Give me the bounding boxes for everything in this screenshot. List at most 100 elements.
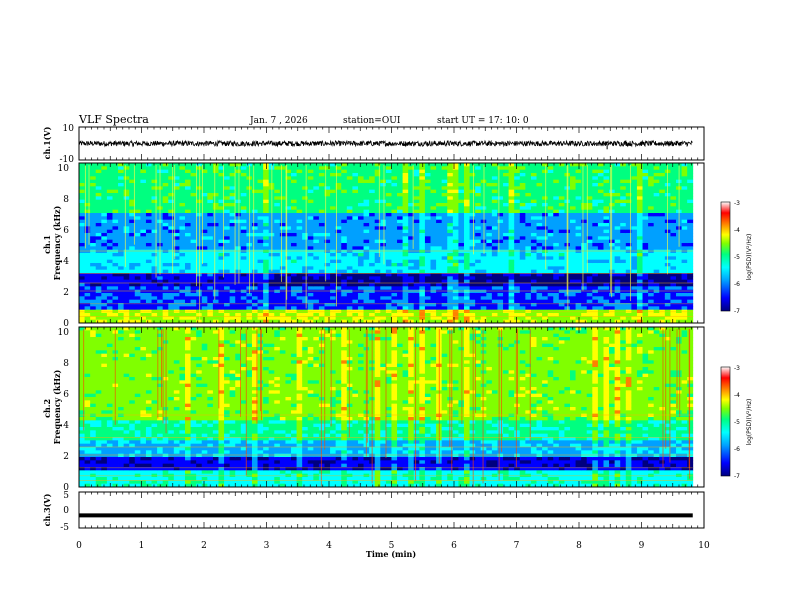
spectrogram-cell <box>291 259 297 264</box>
spectrogram-cell <box>185 233 191 237</box>
spectrogram-cell <box>603 186 610 191</box>
spectrogram-cell <box>413 199 420 204</box>
spectrogram-cell <box>475 313 482 317</box>
spectrogram-cell <box>620 179 627 184</box>
spectrogram-cell <box>497 189 504 194</box>
spectrogram-cell <box>542 203 549 207</box>
spectrogram-cell <box>508 233 515 237</box>
spectrogram-cell <box>363 226 370 231</box>
spectrogram-cell <box>95 246 102 251</box>
spectrogram-cell <box>592 303 599 307</box>
spectrogram-cell <box>581 233 588 237</box>
spectrogram-cell <box>508 169 515 174</box>
spectrogram-cell <box>84 313 91 317</box>
spectrogram-cell <box>397 293 404 297</box>
spectrogram-cell <box>542 163 549 167</box>
spectrogram-cell <box>486 199 493 204</box>
spectrogram-cell <box>106 286 113 291</box>
spectrogram-cell <box>296 236 303 241</box>
spectrogram-cell <box>235 299 242 304</box>
spectrogram-cell <box>503 286 510 291</box>
spectrogram-cell <box>391 193 398 197</box>
spectrogram-cell <box>469 236 476 241</box>
spectrogram-cell <box>497 196 504 201</box>
spectrogram-cell <box>430 319 437 324</box>
spectrogram-cell <box>620 296 627 301</box>
spectrogram-cell <box>212 206 219 211</box>
spectrogram-cell <box>581 289 588 294</box>
spectrogram-cell <box>525 206 532 211</box>
spectrogram-cell <box>134 296 141 301</box>
spectrogram-cell <box>519 233 526 237</box>
spectrogram-cell <box>463 216 470 221</box>
spectrogram-cell <box>196 266 203 271</box>
spectrogram-cell <box>318 296 325 301</box>
spectrogram-cell <box>112 193 119 197</box>
spectrogram-cell <box>402 183 409 187</box>
spectrogram-cell <box>168 209 175 214</box>
spectrogram-cell <box>118 236 125 241</box>
spectrogram-cell <box>525 223 532 227</box>
spectrogram-cell <box>503 186 510 191</box>
spectrogram-cell <box>134 276 141 281</box>
spectrogram-cell <box>452 269 459 274</box>
spectrogram-cell <box>246 306 253 311</box>
spectrogram-cell <box>469 256 476 261</box>
spectrogram-cell <box>631 223 638 227</box>
spectrogram-cell <box>385 213 392 217</box>
spectrogram-cell <box>101 193 108 197</box>
spectrogram-cell <box>402 233 409 237</box>
spectrogram-cell <box>229 246 236 251</box>
spectrogram-cell <box>173 169 180 174</box>
spectrogram-cell <box>229 279 236 284</box>
spectrogram-cell <box>519 236 526 241</box>
spectrogram-cell <box>279 229 286 234</box>
spectrogram-cell <box>547 303 554 307</box>
spectrogram-cell <box>631 193 638 197</box>
spectrogram-cell <box>95 189 102 194</box>
spectrogram-cell <box>380 259 387 264</box>
spectrogram-cell <box>397 289 404 294</box>
spectrogram-cell <box>296 206 303 211</box>
spectrogram-cell <box>458 203 465 207</box>
spectrogram-cell <box>229 189 236 194</box>
spectrogram-cell <box>95 196 102 201</box>
spectrogram-cell <box>391 296 398 301</box>
spectrogram-cell <box>168 229 175 234</box>
spectrogram-cell <box>369 219 376 224</box>
spectrogram-cell <box>558 316 565 321</box>
spectrogram-cell <box>318 236 325 241</box>
spectrogram-cell <box>408 273 415 277</box>
spectrogram-cell <box>631 186 638 191</box>
spectrogram-cell <box>185 216 191 221</box>
spectrogram-cell <box>196 169 203 174</box>
spectrogram-cell <box>145 286 152 291</box>
spectrogram-cell <box>207 263 214 267</box>
spectrogram-cell <box>129 273 136 277</box>
spectrogram-cell <box>218 299 225 304</box>
spectrogram-cell <box>330 289 337 294</box>
spectrogram-cell <box>597 286 604 291</box>
spectrogram-cell <box>179 213 186 217</box>
spectrogram-cell <box>408 259 415 264</box>
spectrogram-cell <box>452 306 459 311</box>
spectrogram-cell <box>330 316 337 321</box>
spectrogram-cell <box>140 223 147 227</box>
spectrogram-cell <box>441 259 448 264</box>
spectrogram-cell <box>391 263 398 267</box>
spectrogram-cell <box>374 306 381 311</box>
spectrogram-cell <box>185 239 191 244</box>
spectrogram-cell <box>603 319 610 324</box>
spectrogram-cell <box>508 179 515 184</box>
spectrogram-cell <box>218 166 225 171</box>
spectrogram-cell <box>397 169 404 174</box>
spectrogram-cell <box>318 246 325 251</box>
spectrogram-cell <box>614 256 621 261</box>
spectrogram-cell <box>79 179 85 184</box>
spectrogram-cell <box>235 319 242 324</box>
spectrogram-cell <box>530 203 537 207</box>
spectrogram-cell <box>235 199 242 204</box>
spectrogram-cell <box>112 316 119 321</box>
spectrogram-cell <box>134 176 141 181</box>
spectrogram-cell <box>285 286 292 291</box>
